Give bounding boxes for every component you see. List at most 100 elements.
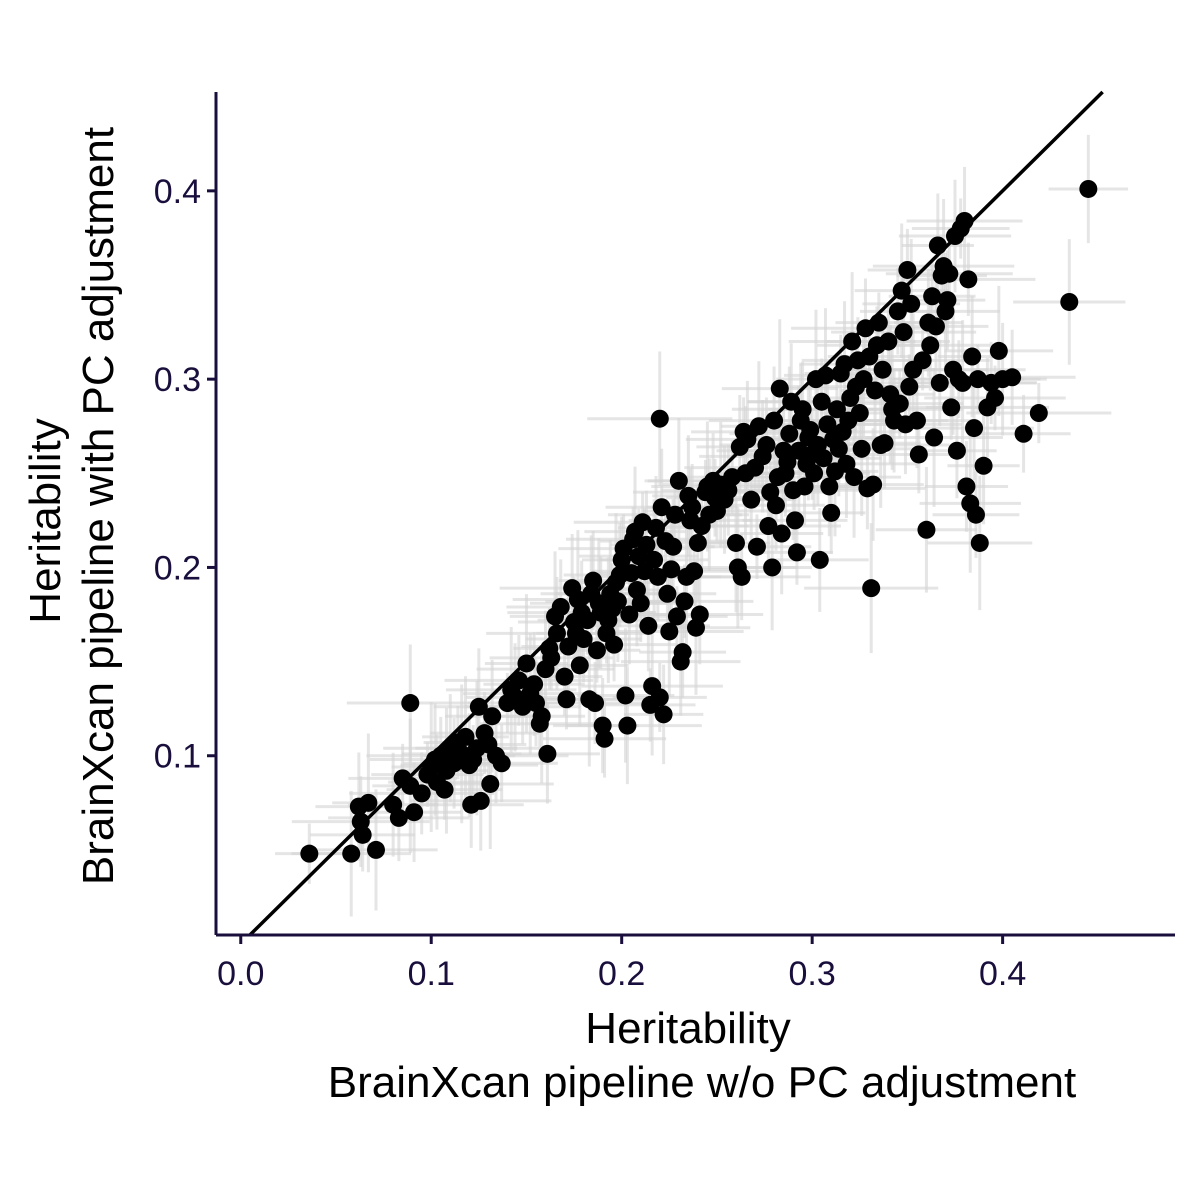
data-point bbox=[900, 377, 919, 396]
data-point bbox=[820, 477, 839, 496]
data-point bbox=[555, 667, 574, 686]
data-point bbox=[845, 468, 864, 487]
data-point bbox=[854, 370, 873, 389]
data-point bbox=[650, 409, 669, 428]
data-point bbox=[1060, 292, 1079, 311]
data-point bbox=[974, 456, 993, 475]
data-point bbox=[1014, 424, 1033, 443]
data-point bbox=[351, 812, 370, 831]
data-point bbox=[366, 840, 385, 859]
data-point bbox=[947, 441, 966, 460]
x-tick-label: 0.2 bbox=[598, 955, 645, 993]
data-point bbox=[757, 436, 776, 455]
data-point bbox=[879, 332, 898, 351]
data-point bbox=[557, 690, 576, 709]
data-point bbox=[822, 503, 841, 522]
data-point bbox=[690, 605, 709, 624]
data-point bbox=[616, 686, 635, 705]
data-point bbox=[1029, 404, 1048, 423]
data-point bbox=[732, 567, 751, 586]
data-point bbox=[1003, 368, 1022, 387]
data-point bbox=[963, 347, 982, 366]
data-point bbox=[827, 400, 846, 419]
data-point bbox=[669, 471, 688, 490]
data-point bbox=[894, 323, 913, 342]
y-axis-ticks: 0.1 0.2 0.3 0.4 bbox=[154, 173, 216, 776]
data-point bbox=[586, 694, 605, 713]
data-point bbox=[989, 341, 1008, 360]
data-point bbox=[574, 629, 593, 648]
data-point bbox=[551, 597, 570, 616]
x-axis-ticks: 0.0 0.1 0.2 0.3 0.4 bbox=[217, 935, 1026, 993]
data-point bbox=[843, 332, 862, 351]
data-point bbox=[938, 291, 957, 310]
data-point bbox=[401, 694, 420, 713]
data-point bbox=[772, 524, 791, 543]
data-point bbox=[547, 624, 566, 643]
data-point bbox=[587, 641, 606, 660]
data-point bbox=[852, 439, 871, 458]
data-point bbox=[675, 592, 694, 611]
data-point bbox=[570, 656, 589, 675]
data-point bbox=[869, 313, 888, 332]
x-tick-label: 0.4 bbox=[979, 955, 1026, 993]
data-point bbox=[405, 803, 424, 822]
data-point bbox=[605, 635, 624, 654]
data-point bbox=[593, 716, 612, 735]
data-points bbox=[300, 179, 1098, 863]
data-point bbox=[666, 505, 685, 524]
data-point bbox=[890, 394, 909, 413]
data-point bbox=[766, 496, 785, 515]
data-point bbox=[389, 808, 408, 827]
data-point bbox=[738, 430, 757, 449]
data-point bbox=[921, 336, 940, 355]
x-axis-title-line-2: BrainXcan pipeline w/o PC adjustment bbox=[328, 1058, 1076, 1107]
y-tick-label: 0.1 bbox=[154, 738, 201, 776]
data-point bbox=[639, 616, 658, 635]
data-point bbox=[645, 550, 664, 569]
data-point bbox=[759, 517, 778, 536]
data-point bbox=[726, 533, 745, 552]
data-point bbox=[618, 716, 637, 735]
data-point bbox=[907, 411, 926, 430]
data-point bbox=[818, 415, 837, 434]
data-point bbox=[923, 287, 942, 306]
data-point bbox=[584, 571, 603, 590]
data-point bbox=[942, 398, 961, 417]
y-tick-label: 0.3 bbox=[154, 361, 201, 399]
data-point bbox=[864, 475, 883, 494]
data-point bbox=[928, 236, 947, 255]
data-point bbox=[902, 294, 921, 313]
data-point bbox=[359, 793, 378, 812]
data-point bbox=[435, 780, 454, 799]
data-point bbox=[875, 434, 894, 453]
data-point bbox=[353, 825, 372, 844]
data-point bbox=[650, 688, 669, 707]
data-point bbox=[654, 705, 673, 724]
data-point bbox=[658, 584, 677, 603]
data-point bbox=[793, 400, 812, 419]
data-point bbox=[749, 417, 768, 436]
data-point bbox=[578, 611, 597, 630]
data-point bbox=[913, 351, 932, 370]
data-point bbox=[532, 707, 551, 726]
data-point bbox=[471, 791, 490, 810]
data-point bbox=[688, 533, 707, 552]
data-point bbox=[837, 454, 856, 473]
data-point bbox=[300, 844, 319, 863]
data-point bbox=[917, 520, 936, 539]
data-point bbox=[456, 727, 475, 746]
data-point bbox=[652, 498, 671, 517]
data-point bbox=[898, 260, 917, 279]
data-point bbox=[955, 211, 974, 230]
data-point bbox=[483, 707, 502, 726]
data-point bbox=[542, 648, 561, 667]
data-point bbox=[805, 464, 824, 483]
data-point bbox=[662, 560, 681, 579]
data-point bbox=[795, 477, 814, 496]
data-point bbox=[622, 564, 641, 583]
x-tick-label: 0.3 bbox=[789, 955, 836, 993]
data-point bbox=[770, 379, 789, 398]
data-point bbox=[866, 381, 885, 400]
